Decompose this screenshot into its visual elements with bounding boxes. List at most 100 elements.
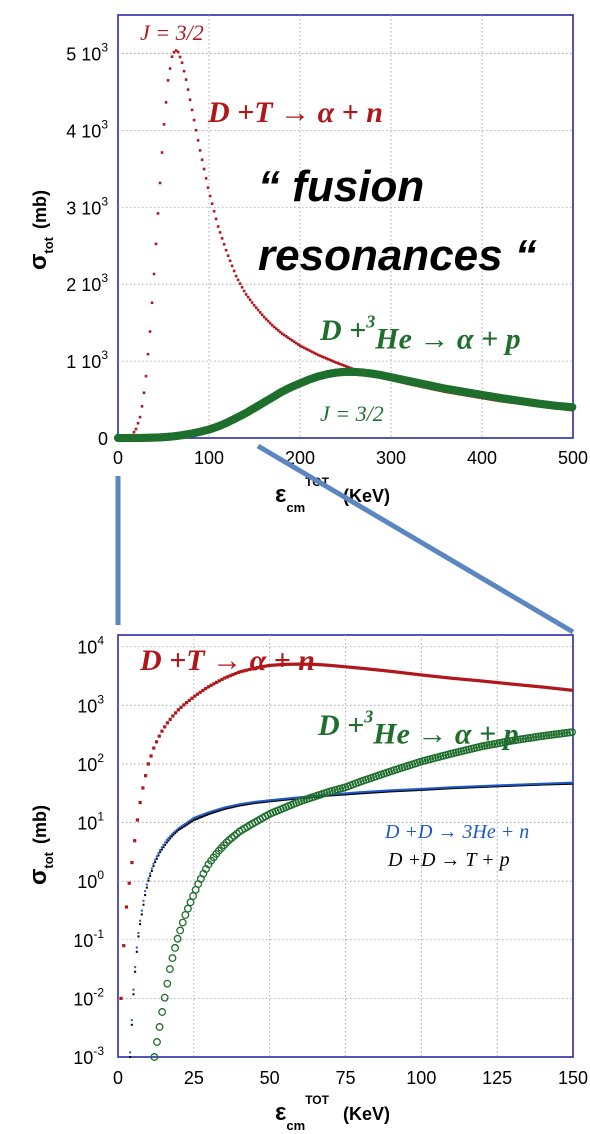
data-point [384, 789, 387, 792]
data-point [356, 792, 359, 795]
data-point [182, 69, 186, 73]
data-point [542, 685, 546, 689]
data-point [237, 803, 240, 806]
data-point [351, 791, 354, 794]
data-point [193, 694, 197, 698]
data-point [569, 781, 572, 784]
data-point [205, 812, 208, 815]
data-point [342, 792, 345, 795]
data-point [277, 663, 281, 667]
x-tick-label: 0 [113, 448, 123, 468]
data-point [264, 800, 267, 803]
data-point [411, 789, 414, 792]
data-point [472, 785, 475, 788]
data-point [509, 783, 512, 786]
data-point [337, 664, 342, 668]
data-point [220, 808, 223, 811]
data-point [526, 684, 530, 688]
x-tick-labels-bottom: 0 25 50 75 100 125 150 [113, 1068, 588, 1088]
data-point [190, 108, 194, 112]
data-point [434, 787, 437, 790]
data-point [190, 818, 193, 821]
data-point [187, 820, 190, 823]
data-point [571, 781, 574, 784]
data-point [165, 838, 168, 841]
data-point [240, 802, 243, 805]
data-point [287, 797, 290, 800]
data-point [320, 355, 324, 358]
data-point [280, 332, 284, 335]
data-point [364, 790, 367, 793]
data-point [545, 685, 549, 690]
data-point [144, 774, 148, 778]
data-point [292, 340, 296, 344]
data-point [188, 98, 192, 102]
data-point [569, 782, 572, 785]
data-point [204, 812, 207, 815]
data-point [246, 295, 250, 299]
data-point [502, 784, 505, 787]
data-point [232, 805, 235, 808]
data-point [140, 913, 143, 916]
data-point [134, 966, 137, 969]
data-point [417, 789, 420, 792]
data-point [285, 798, 288, 801]
data-point [270, 800, 273, 803]
data-point [357, 792, 360, 795]
data-point [214, 680, 219, 684]
data-point [158, 1008, 167, 1016]
data-point [387, 790, 390, 793]
data-point [552, 782, 555, 785]
data-point [346, 793, 349, 796]
data-point [209, 810, 212, 813]
data-point [422, 673, 426, 677]
data-point [133, 839, 137, 843]
data-point [210, 812, 213, 815]
callout-line-1: “ fusion [258, 162, 424, 211]
data-point [494, 784, 497, 787]
data-point [247, 667, 251, 672]
data-point [169, 835, 172, 838]
data-point [334, 361, 338, 364]
reaction-label-dhe3-bottom: D +3He → α + p [317, 706, 519, 750]
data-point [291, 662, 295, 666]
data-point [259, 801, 262, 804]
data-point [286, 336, 290, 340]
data-point [335, 664, 339, 668]
data-point [476, 785, 479, 788]
x-tick-label: 0 [113, 1068, 123, 1088]
data-point [146, 762, 150, 766]
data-point [496, 681, 500, 685]
plot-frame-bottom [117, 634, 574, 1058]
data-point [210, 202, 214, 205]
data-point [232, 269, 236, 273]
y-tick-label: 104 [77, 634, 104, 658]
data-point [391, 789, 394, 792]
data-point [329, 663, 333, 668]
data-point [344, 792, 347, 795]
data-point [175, 828, 178, 831]
data-point [384, 790, 387, 793]
data-point [210, 810, 213, 813]
y-tick-labels-top: 0 1 103 2 103 3 103 4 103 5 103 [66, 40, 108, 449]
data-point [129, 1051, 132, 1054]
data-point [406, 671, 410, 675]
data-point [532, 783, 535, 786]
data-point [224, 248, 228, 252]
data-point [235, 803, 238, 806]
data-point [512, 783, 515, 786]
data-point [386, 669, 391, 673]
data-point [153, 1038, 161, 1046]
resonance-chart-linear: 0 1 103 2 103 3 103 4 103 5 103 0 100 200 300 400… [25, 14, 588, 515]
data-marks-bottom [119, 662, 577, 1061]
data-point [184, 824, 187, 827]
data-point [392, 790, 395, 793]
data-point [239, 803, 242, 806]
data-point [255, 801, 258, 804]
data-point [332, 664, 336, 668]
data-point [406, 788, 409, 791]
data-point [507, 682, 511, 686]
data-point [252, 802, 255, 805]
x-tick-label: 100 [194, 448, 224, 468]
data-point [411, 788, 414, 791]
